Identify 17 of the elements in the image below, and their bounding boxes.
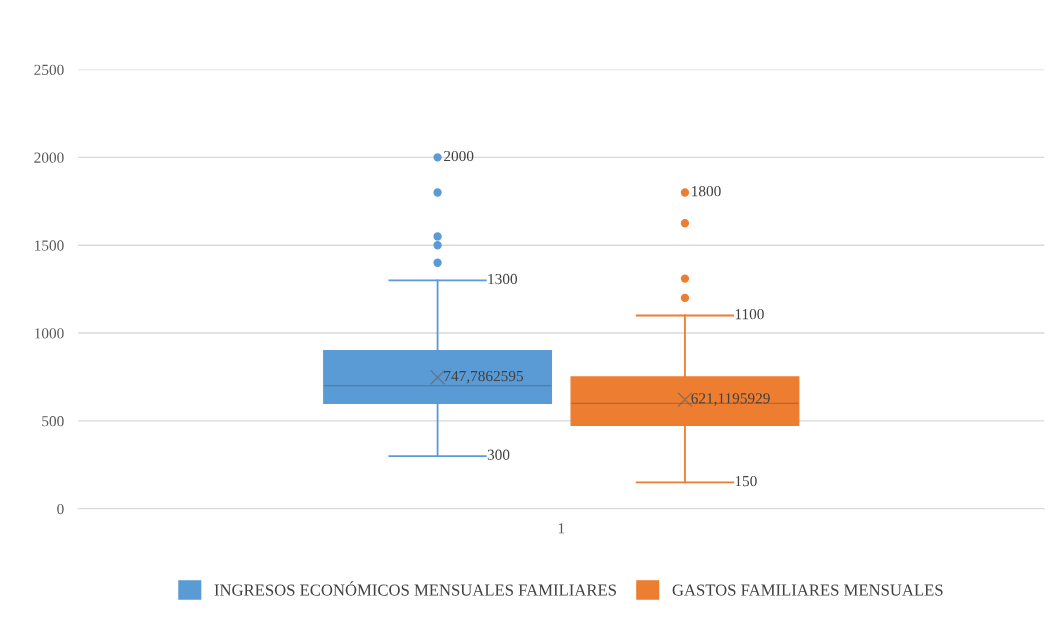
annotation: 150 [735, 475, 757, 487]
annotation: 2000 [444, 150, 474, 162]
y-tick-label: 500 [42, 416, 64, 427]
annotation: 621,1195929 [691, 393, 770, 406]
x-tick-label: 1 [558, 523, 565, 534]
annotation: 1300 [488, 273, 518, 285]
y-tick-label: 1500 [35, 240, 64, 251]
annotation: 1800 [692, 186, 721, 197]
annotation: 1100 [735, 309, 764, 320]
y-tick-label: 2500 [34, 64, 64, 75]
y-tick-label: 0 [57, 503, 64, 515]
annotation: 300 [487, 449, 510, 460]
y-tick-label: 1000 [35, 328, 64, 339]
legend-label: INGRESOS ECONÓMICOS MENSUALES FAMILIARES [214, 581, 616, 596]
legend-label: GASTOS FAMILIARES MENSUALES [672, 584, 943, 596]
y-tick-label: 2000 [34, 152, 64, 163]
annotation: 747,7862595 [444, 370, 523, 384]
